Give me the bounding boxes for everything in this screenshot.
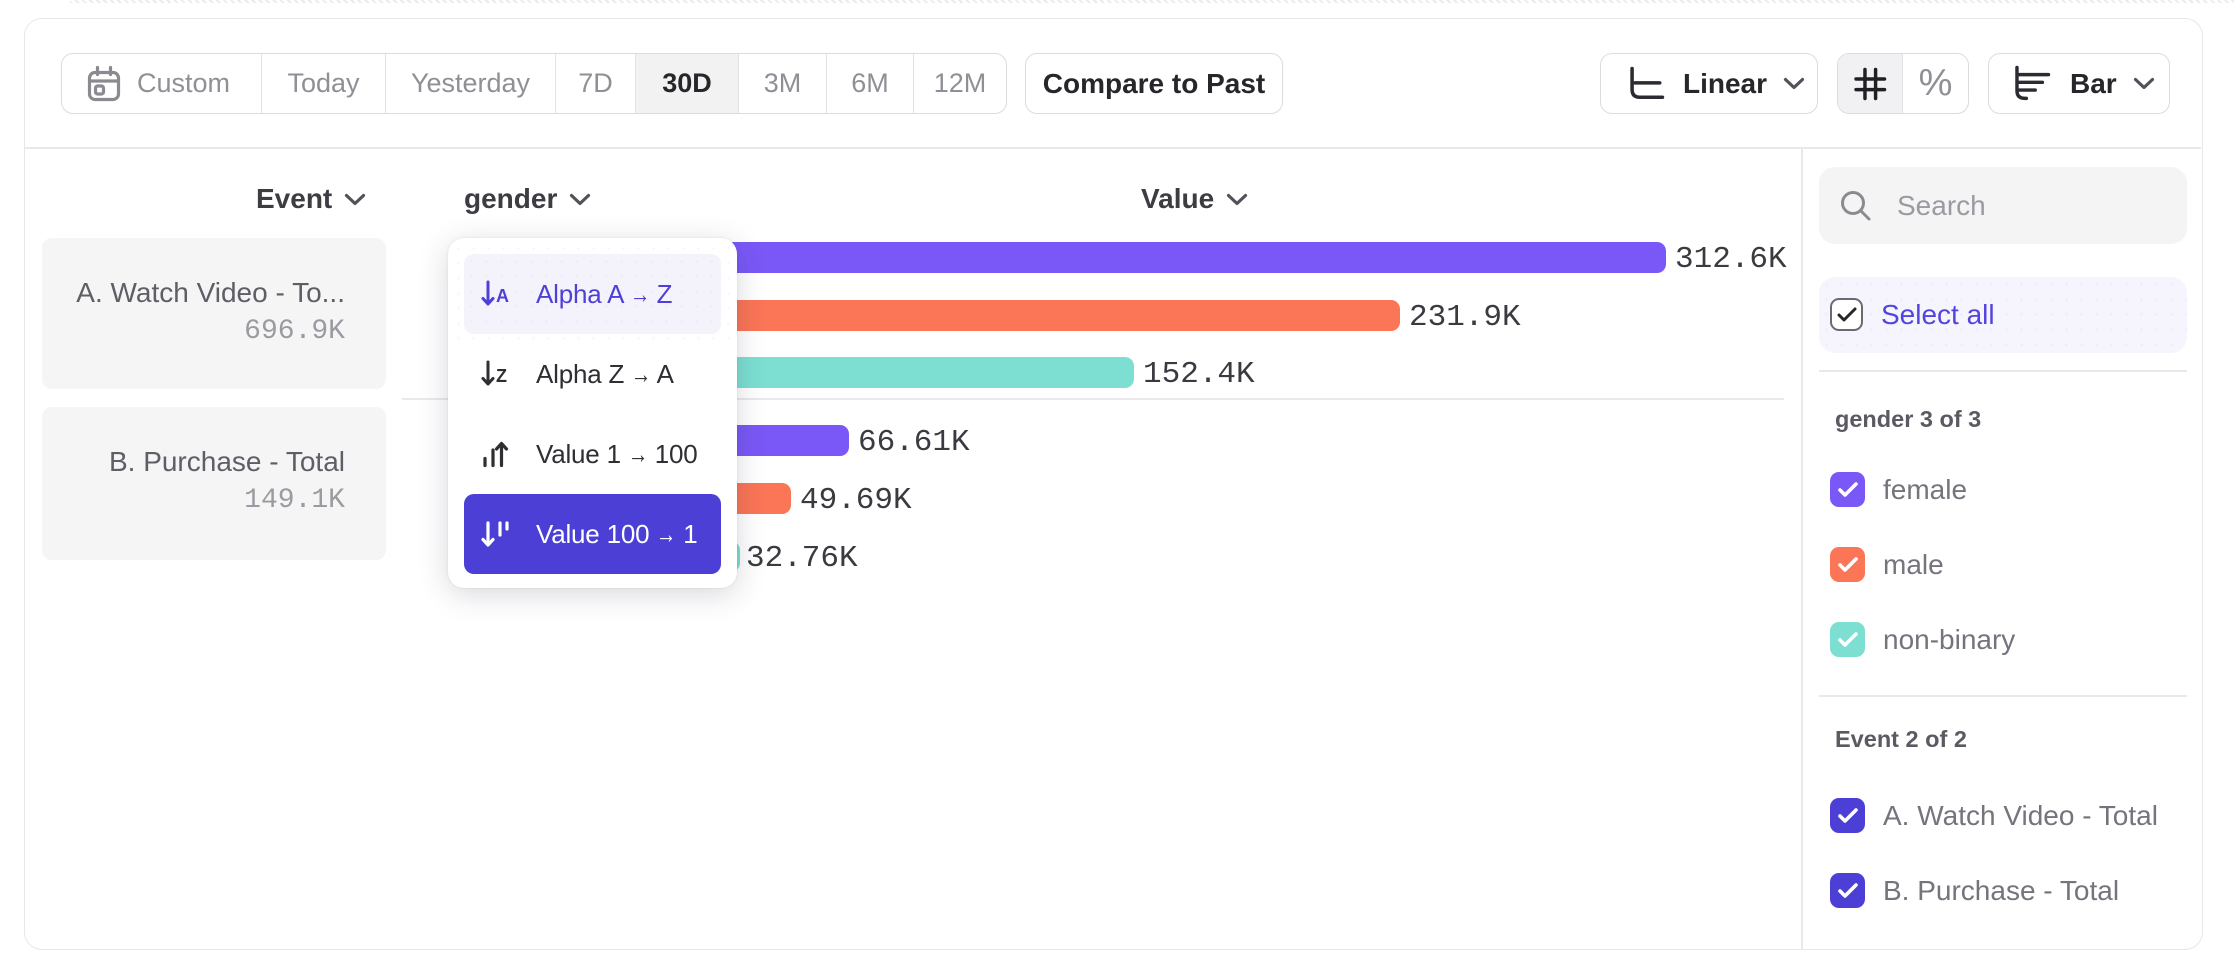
svg-text:Z: Z [496, 366, 507, 386]
svg-text:A: A [496, 286, 509, 306]
